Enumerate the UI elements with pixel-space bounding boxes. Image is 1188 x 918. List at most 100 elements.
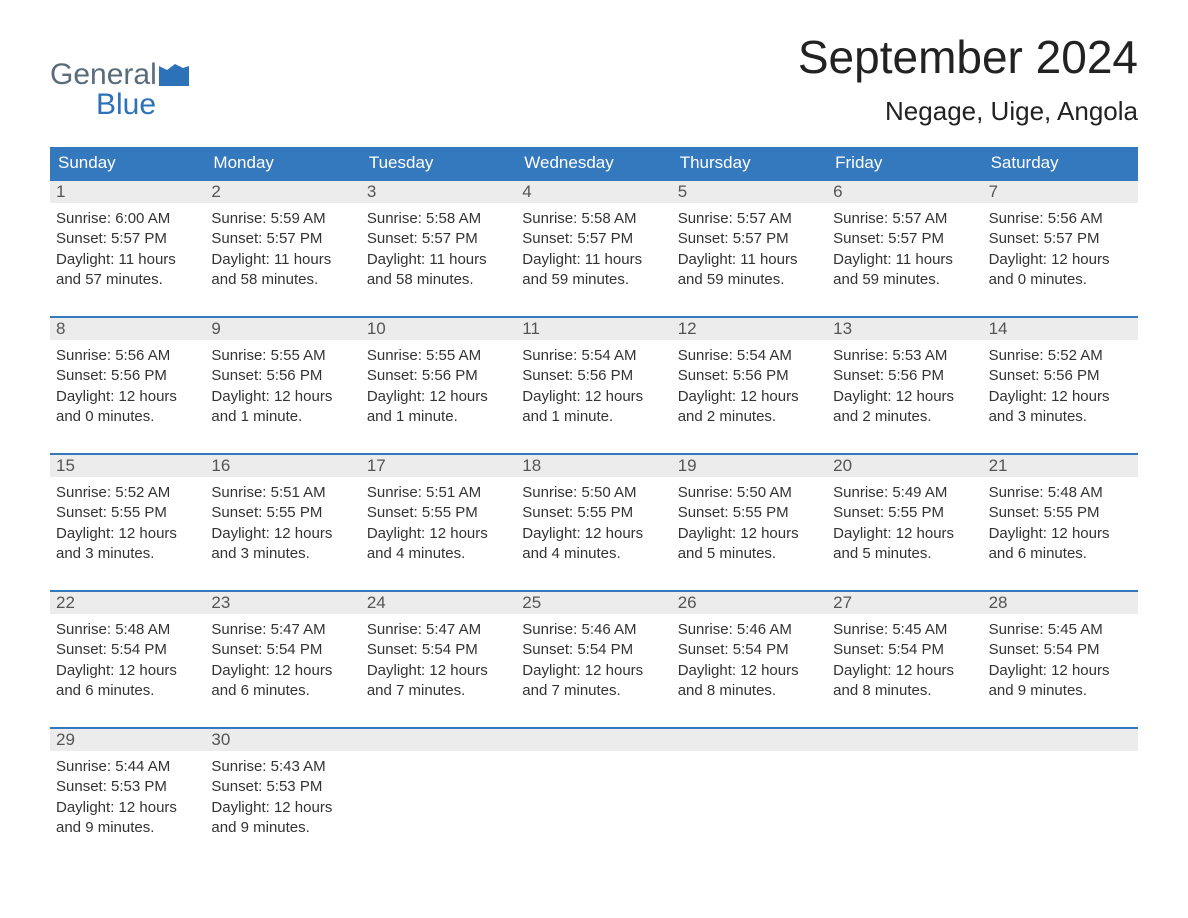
day-body: Sunrise: 5:58 AMSunset: 5:57 PMDaylight:… [361,203,516,290]
day-line-d2: and 6 minutes. [56,681,199,701]
day-number: 20 [827,455,982,477]
day-line-ss: Sunset: 5:55 PM [56,503,199,523]
day-number: 26 [672,592,827,614]
day-number-row: 1 [50,181,205,203]
weekday-header: Wednesday [516,147,671,179]
calendar-day: 21Sunrise: 5:48 AMSunset: 5:55 PMDayligh… [983,455,1138,564]
day-line-ss: Sunset: 5:55 PM [678,503,821,523]
day-line-d2: and 7 minutes. [367,681,510,701]
day-line-ss: Sunset: 5:56 PM [989,366,1132,386]
day-line-sr: Sunrise: 5:58 AM [367,209,510,229]
day-line-ss: Sunset: 5:55 PM [833,503,976,523]
day-number: 14 [983,318,1138,340]
weekday-header: Monday [205,147,360,179]
day-number-row: 2 [205,181,360,203]
calendar-day: 6Sunrise: 5:57 AMSunset: 5:57 PMDaylight… [827,181,982,290]
day-body: Sunrise: 5:48 AMSunset: 5:55 PMDaylight:… [983,477,1138,564]
logo: General Blue [50,30,189,120]
day-number: 21 [983,455,1138,477]
day-number-row: 13 [827,318,982,340]
day-line-ss: Sunset: 5:56 PM [211,366,354,386]
day-line-ss: Sunset: 5:55 PM [989,503,1132,523]
day-line-ss: Sunset: 5:57 PM [522,229,665,249]
calendar-weeks: 1Sunrise: 6:00 AMSunset: 5:57 PMDaylight… [50,179,1138,838]
day-number-row: 30 [205,729,360,751]
calendar-week: 29Sunrise: 5:44 AMSunset: 5:53 PMDayligh… [50,727,1138,838]
day-body: Sunrise: 5:55 AMSunset: 5:56 PMDaylight:… [361,340,516,427]
calendar-day: 29Sunrise: 5:44 AMSunset: 5:53 PMDayligh… [50,729,205,838]
day-number: 24 [361,592,516,614]
calendar-day: 25Sunrise: 5:46 AMSunset: 5:54 PMDayligh… [516,592,671,701]
day-line-d1: Daylight: 12 hours [833,661,976,681]
day-number: 16 [205,455,360,477]
day-number-row: 27 [827,592,982,614]
day-number-row: 4 [516,181,671,203]
day-body: Sunrise: 5:58 AMSunset: 5:57 PMDaylight:… [516,203,671,290]
calendar-day: 1Sunrise: 6:00 AMSunset: 5:57 PMDaylight… [50,181,205,290]
day-line-ss: Sunset: 5:54 PM [211,640,354,660]
day-body: Sunrise: 5:47 AMSunset: 5:54 PMDaylight:… [205,614,360,701]
day-number-row: 15 [50,455,205,477]
day-line-sr: Sunrise: 5:52 AM [989,346,1132,366]
day-line-d1: Daylight: 12 hours [367,524,510,544]
day-line-d1: Daylight: 12 hours [989,524,1132,544]
day-line-d1: Daylight: 12 hours [678,524,821,544]
day-number-row: 23 [205,592,360,614]
day-line-d1: Daylight: 12 hours [522,661,665,681]
day-number: 29 [50,729,205,751]
day-number: 22 [50,592,205,614]
day-line-d2: and 58 minutes. [367,270,510,290]
day-line-sr: Sunrise: 5:56 AM [56,346,199,366]
calendar-day: 12Sunrise: 5:54 AMSunset: 5:56 PMDayligh… [672,318,827,427]
day-line-d1: Daylight: 11 hours [833,250,976,270]
day-line-d1: Daylight: 12 hours [211,524,354,544]
day-line-sr: Sunrise: 5:57 AM [678,209,821,229]
day-line-d2: and 4 minutes. [522,544,665,564]
page-subtitle: Negage, Uige, Angola [798,96,1138,127]
calendar-day: 2Sunrise: 5:59 AMSunset: 5:57 PMDaylight… [205,181,360,290]
day-number-row: 20 [827,455,982,477]
day-line-d2: and 59 minutes. [522,270,665,290]
day-number-row: 18 [516,455,671,477]
day-line-sr: Sunrise: 5:47 AM [211,620,354,640]
calendar-week: 1Sunrise: 6:00 AMSunset: 5:57 PMDaylight… [50,179,1138,290]
day-number-row: 22 [50,592,205,614]
day-line-ss: Sunset: 5:56 PM [833,366,976,386]
page-header: General Blue September 2024 Negage, Uige… [50,30,1138,127]
weekday-header: Saturday [983,147,1138,179]
day-line-sr: Sunrise: 5:58 AM [522,209,665,229]
weekday-header: Tuesday [361,147,516,179]
day-body: Sunrise: 5:54 AMSunset: 5:56 PMDaylight:… [672,340,827,427]
day-number-row: 24 [361,592,516,614]
day-body: Sunrise: 5:45 AMSunset: 5:54 PMDaylight:… [983,614,1138,701]
day-number-row: 11 [516,318,671,340]
calendar-day: 20Sunrise: 5:49 AMSunset: 5:55 PMDayligh… [827,455,982,564]
day-line-d1: Daylight: 12 hours [367,661,510,681]
day-line-d1: Daylight: 12 hours [678,387,821,407]
calendar-week: 15Sunrise: 5:52 AMSunset: 5:55 PMDayligh… [50,453,1138,564]
day-number: 9 [205,318,360,340]
day-line-d1: Daylight: 12 hours [678,661,821,681]
day-line-ss: Sunset: 5:54 PM [522,640,665,660]
day-line-d2: and 1 minute. [522,407,665,427]
day-body: Sunrise: 5:46 AMSunset: 5:54 PMDaylight:… [516,614,671,701]
day-body: Sunrise: 5:50 AMSunset: 5:55 PMDaylight:… [672,477,827,564]
day-line-ss: Sunset: 5:53 PM [56,777,199,797]
calendar-day: 24Sunrise: 5:47 AMSunset: 5:54 PMDayligh… [361,592,516,701]
day-number-row: 19 [672,455,827,477]
day-number-row: 6 [827,181,982,203]
day-number: 23 [205,592,360,614]
day-line-d2: and 5 minutes. [678,544,821,564]
day-line-sr: Sunrise: 5:47 AM [367,620,510,640]
day-line-ss: Sunset: 5:53 PM [211,777,354,797]
day-line-ss: Sunset: 5:57 PM [211,229,354,249]
day-number: 28 [983,592,1138,614]
day-line-ss: Sunset: 5:54 PM [989,640,1132,660]
calendar-day: 18Sunrise: 5:50 AMSunset: 5:55 PMDayligh… [516,455,671,564]
day-number-row: 3 [361,181,516,203]
day-line-d1: Daylight: 12 hours [989,250,1132,270]
calendar-day: 30Sunrise: 5:43 AMSunset: 5:53 PMDayligh… [205,729,360,838]
calendar-day [516,729,671,838]
calendar-day: 5Sunrise: 5:57 AMSunset: 5:57 PMDaylight… [672,181,827,290]
day-number-row: 25 [516,592,671,614]
